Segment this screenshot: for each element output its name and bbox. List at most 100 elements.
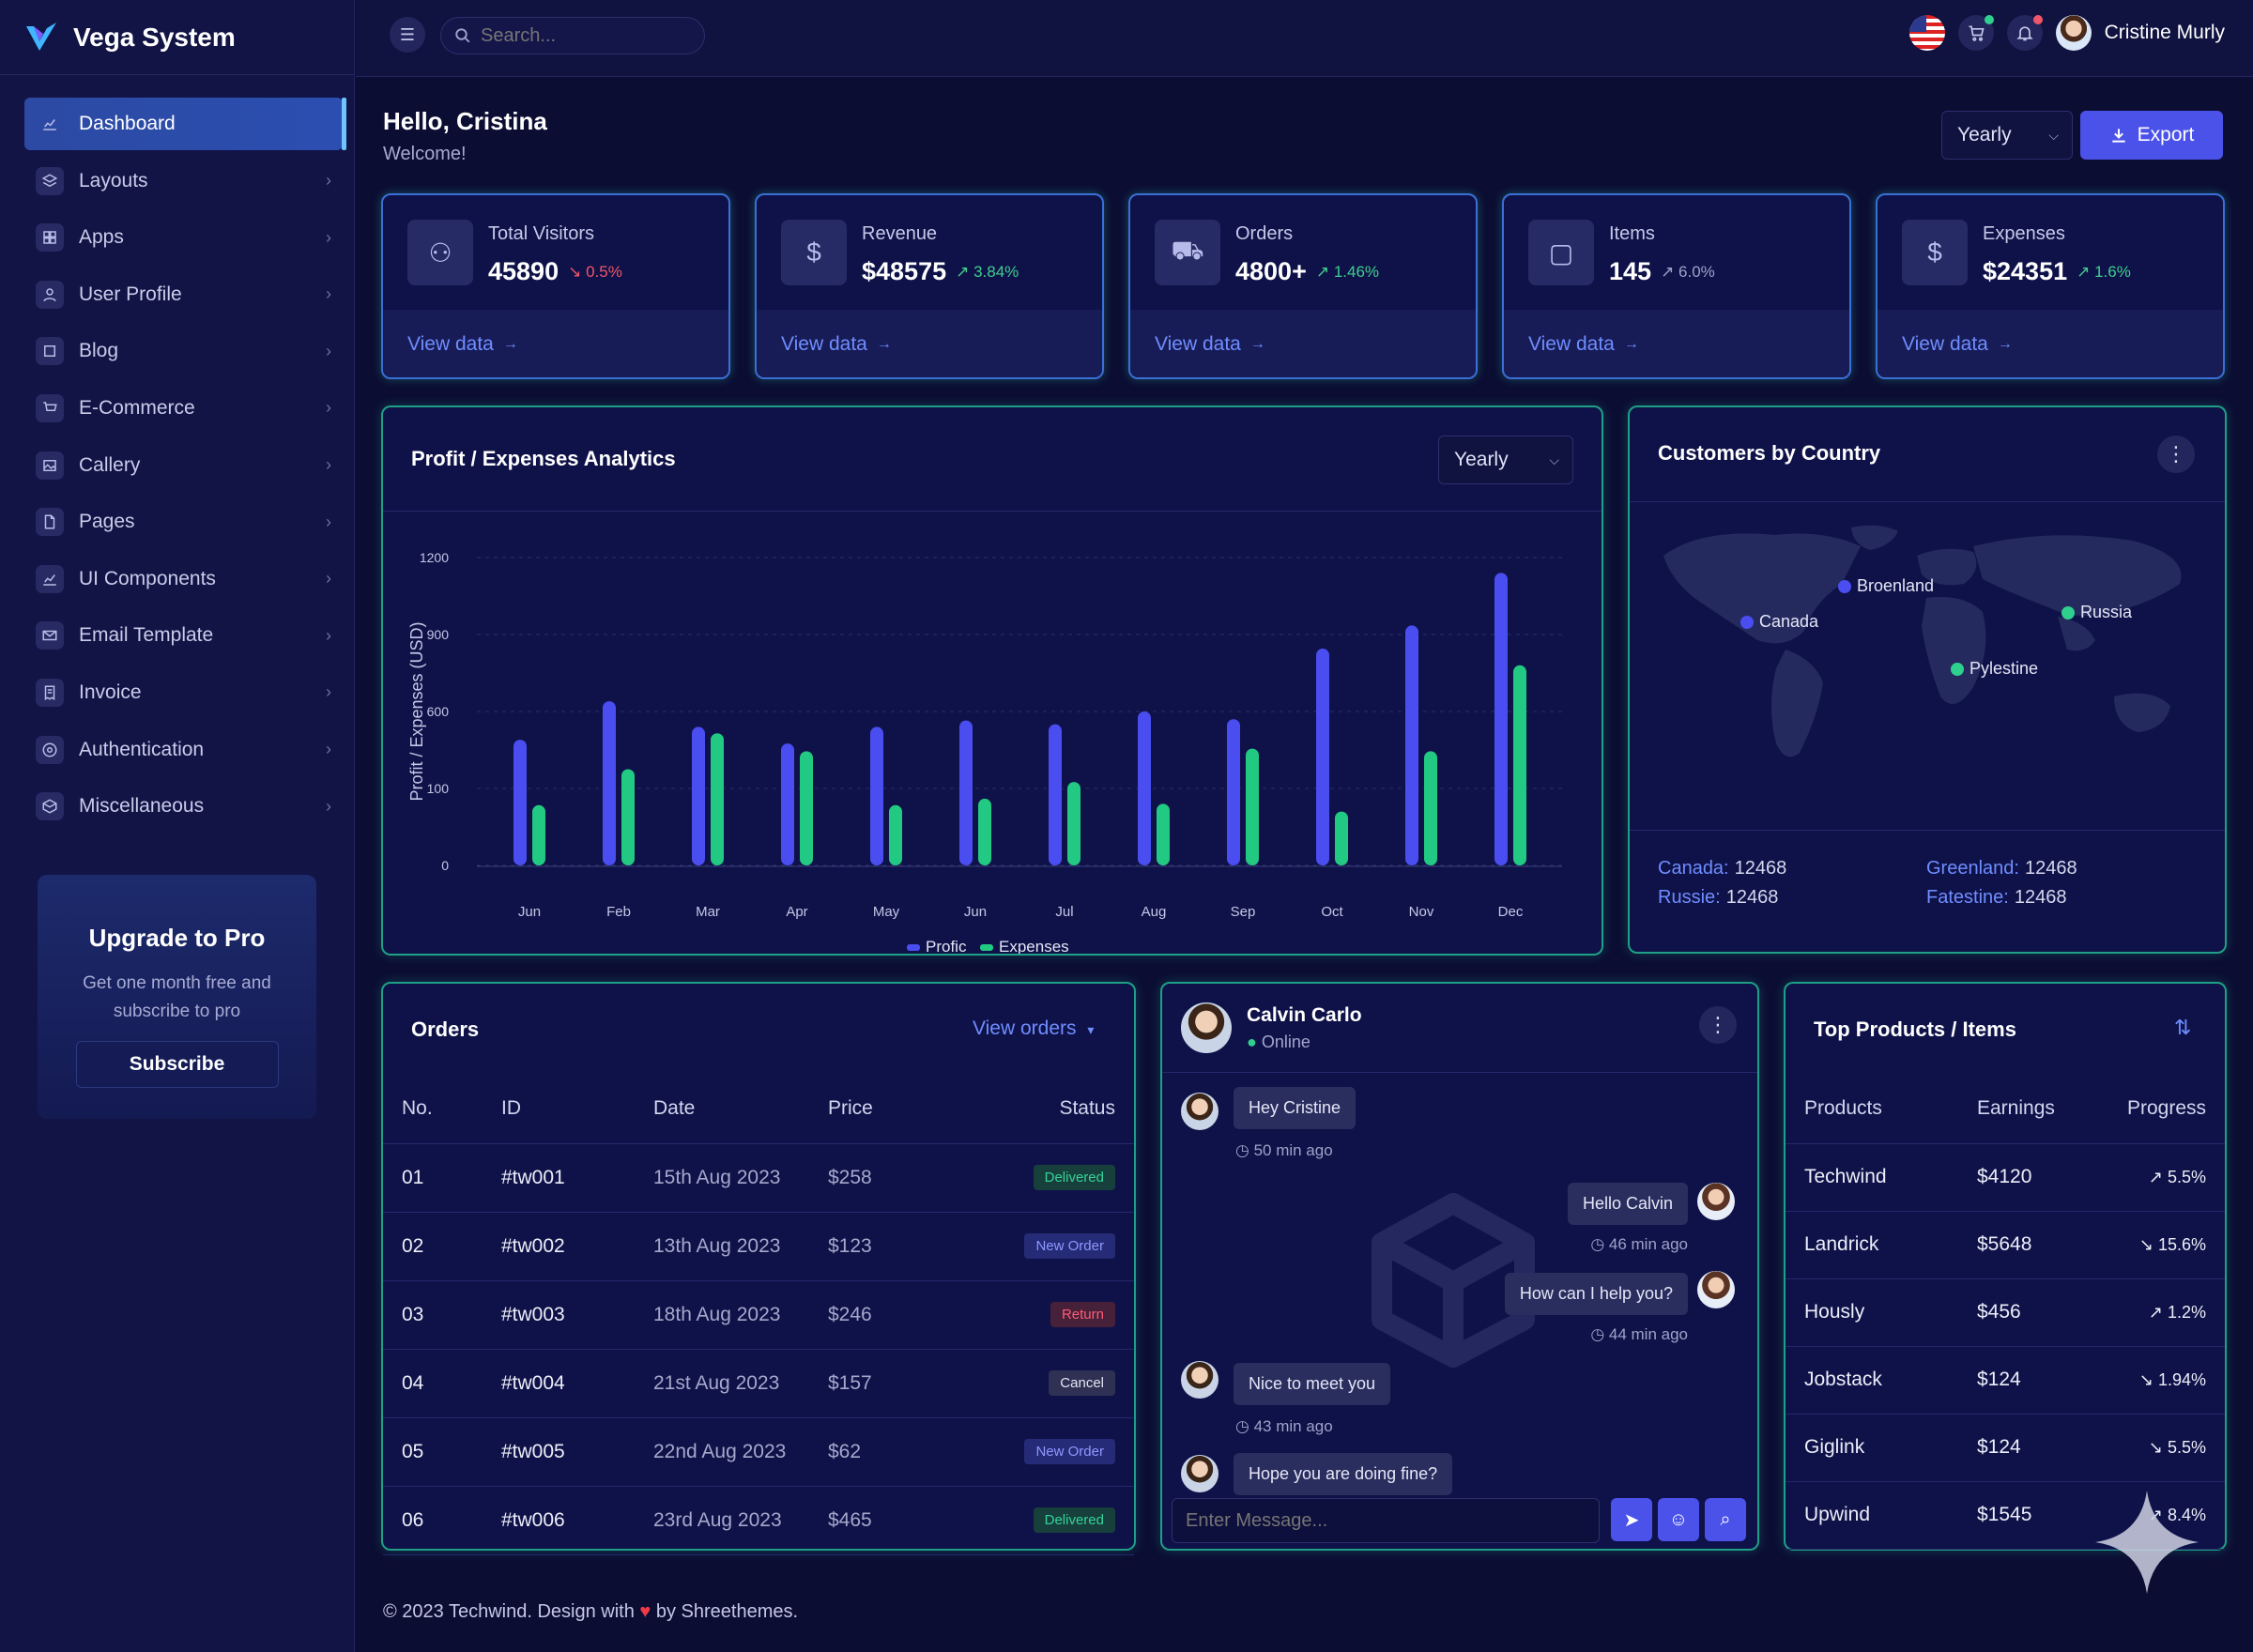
sort-button[interactable]: ⇅ xyxy=(2174,1016,2191,1040)
chat-message-input[interactable] xyxy=(1172,1498,1600,1543)
period-select-value: Yearly xyxy=(1957,124,2012,145)
sidebar-item-ui-components[interactable]: UI Components › xyxy=(24,553,341,605)
map-marker-broenland[interactable]: Broenland xyxy=(1838,576,1934,596)
legend-item-profic[interactable]: Profic xyxy=(907,938,967,954)
bar-expenses-7[interactable] xyxy=(1157,803,1170,865)
send-button[interactable]: ➤ xyxy=(1611,1498,1652,1541)
sidebar-item-invoice[interactable]: Invoice › xyxy=(24,666,341,719)
bar-profic-7[interactable] xyxy=(1138,711,1151,865)
bar-profic-0[interactable] xyxy=(513,740,527,865)
table-row[interactable]: 04 #tw004 21st Aug 2023 $157 Cancel xyxy=(383,1349,1134,1418)
product-earnings: $1545 xyxy=(1977,1481,2103,1550)
view-data-link[interactable]: View data → xyxy=(1130,310,1476,377)
period-select[interactable]: Yearly ⌵ xyxy=(1941,111,2073,160)
map-marker-russia[interactable]: Russia xyxy=(2061,603,2132,622)
table-row[interactable]: 06 #tw006 23rd Aug 2023 $465 Delivered xyxy=(383,1486,1134,1555)
image-icon xyxy=(36,451,64,480)
stat-change-value: 1.46% xyxy=(1333,262,1380,281)
us-flag-icon[interactable] xyxy=(1908,15,1945,51)
bar-expenses-11[interactable] xyxy=(1513,665,1526,865)
brand[interactable]: Vega System xyxy=(0,0,354,75)
map-marker-pylestine[interactable]: Pylestine xyxy=(1951,659,2038,679)
sidebar-item-layouts[interactable]: Layouts › xyxy=(24,155,341,207)
bar-profic-1[interactable] xyxy=(603,701,616,865)
stat-value-row: 145 ↗ 6.0% xyxy=(1609,257,1715,286)
search-box[interactable] xyxy=(440,17,705,54)
sidebar-item-label: Blog xyxy=(79,340,119,362)
bar-expenses-6[interactable] xyxy=(1067,782,1081,865)
bar-expenses-3[interactable] xyxy=(800,751,813,865)
view-data-link[interactable]: View data → xyxy=(757,310,1102,377)
search-input[interactable] xyxy=(481,24,668,47)
countries-more-button[interactable]: ⋮ xyxy=(2157,436,2195,473)
sidebar-item-apps[interactable]: Apps › xyxy=(24,211,341,264)
bar-profic-5[interactable] xyxy=(959,720,973,865)
subscribe-button[interactable]: Subscribe xyxy=(75,1041,279,1088)
menu-toggle-button[interactable]: ☰ xyxy=(390,17,425,53)
table-row[interactable]: Upwind $1545 ↗ 8.4% xyxy=(1786,1481,2225,1550)
sidebar-item-miscellaneous[interactable]: Miscellaneous › xyxy=(24,780,341,833)
bar-profic-11[interactable] xyxy=(1494,573,1508,865)
notifications-button[interactable] xyxy=(2006,15,2043,51)
legend-item-expenses[interactable]: Expenses xyxy=(980,938,1069,954)
bar-profic-6[interactable] xyxy=(1049,724,1062,865)
order-price: $62 xyxy=(828,1417,969,1487)
sidebar-item-callery[interactable]: Callery › xyxy=(24,439,341,492)
view-orders-link[interactable]: View orders ▾ xyxy=(973,1017,1094,1040)
bar-profic-3[interactable] xyxy=(781,743,794,865)
more-vertical-icon: ⋮ xyxy=(1708,1013,1728,1036)
bar-profic-4[interactable] xyxy=(870,727,883,865)
attach-button[interactable]: ⌕ xyxy=(1705,1498,1746,1541)
bar-expenses-0[interactable] xyxy=(532,804,545,865)
user-avatar[interactable] xyxy=(2055,15,2092,51)
analytics-period-select[interactable]: Yearly ⌵ xyxy=(1438,436,1573,484)
bar-profic-8[interactable] xyxy=(1227,719,1240,865)
bar-profic-10[interactable] xyxy=(1405,625,1418,865)
table-row[interactable]: 02 #tw002 13th Aug 2023 $123 New Order xyxy=(383,1212,1134,1281)
sidebar-item-label: Invoice xyxy=(79,681,142,703)
chevron-right-icon: › xyxy=(326,796,331,816)
emoji-button[interactable]: ☺ xyxy=(1658,1498,1699,1541)
view-data-link[interactable]: View data → xyxy=(1504,310,1849,377)
sidebar-item-dashboard[interactable]: Dashboard xyxy=(24,98,346,150)
y-tick-label: 1200 xyxy=(420,550,449,565)
chat-more-button[interactable]: ⋮ xyxy=(1699,1006,1737,1044)
table-row[interactable]: Hously $456 ↗ 1.2% xyxy=(1786,1278,2225,1347)
products-table: Products Earnings Progress Techwind $4120 ↗ … xyxy=(1786,1074,2225,1550)
bar-expenses-4[interactable] xyxy=(889,804,902,865)
table-row[interactable]: 05 #tw005 22nd Aug 2023 $62 New Order xyxy=(383,1417,1134,1487)
bar-expenses-10[interactable] xyxy=(1424,751,1437,865)
sidebar-item-e-commerce[interactable]: E-Commerce › xyxy=(24,382,341,435)
progress-value: 1.2% xyxy=(2167,1302,2206,1322)
analytics-period-value: Yearly xyxy=(1454,449,1509,470)
view-data-link[interactable]: View data → xyxy=(1878,310,2223,377)
sidebar-item-blog[interactable]: Blog › xyxy=(24,325,341,377)
export-button[interactable]: Export xyxy=(2080,111,2223,160)
bar-expenses-5[interactable] xyxy=(978,798,991,865)
view-data-link[interactable]: View data → xyxy=(383,310,728,377)
bar-expenses-9[interactable] xyxy=(1335,811,1348,865)
bar-profic-2[interactable] xyxy=(692,727,705,865)
sidebar-item-email-template[interactable]: Email Template › xyxy=(24,609,341,662)
table-row[interactable]: 03 #tw003 18th Aug 2023 $246 Return xyxy=(383,1280,1134,1350)
bar-profic-9[interactable] xyxy=(1316,649,1329,865)
cart-button[interactable] xyxy=(1957,15,1994,51)
table-row[interactable]: Landrick $5648 ↘ 15.6% xyxy=(1786,1211,2225,1279)
marker-label: Canada xyxy=(1759,612,1819,631)
table-row[interactable]: 01 #tw001 15th Aug 2023 $258 Delivered xyxy=(383,1143,1134,1213)
sidebar-item-pages[interactable]: Pages › xyxy=(24,496,341,548)
country-value: 12468 xyxy=(1725,887,1779,908)
table-row[interactable]: Jobstack $124 ↘ 1.94% xyxy=(1786,1346,2225,1415)
bar-expenses-1[interactable] xyxy=(621,769,635,866)
chat-status-label: Online xyxy=(1261,1032,1310,1051)
user-name[interactable]: Cristine Murly xyxy=(2104,22,2225,43)
table-row[interactable]: Techwind $4120 ↗ 5.5% xyxy=(1786,1143,2225,1212)
bar-expenses-2[interactable] xyxy=(711,733,724,865)
table-row[interactable]: Giglink $124 ↘ 5.5% xyxy=(1786,1414,2225,1482)
bar-expenses-8[interactable] xyxy=(1246,748,1259,865)
order-date: 22nd Aug 2023 xyxy=(653,1417,828,1487)
map-marker-canada[interactable]: Canada xyxy=(1740,612,1818,632)
chat-contact-avatar[interactable] xyxy=(1181,1002,1232,1053)
sidebar-item-user-profile[interactable]: User Profile › xyxy=(24,268,341,321)
sidebar-item-authentication[interactable]: Authentication › xyxy=(24,724,341,776)
